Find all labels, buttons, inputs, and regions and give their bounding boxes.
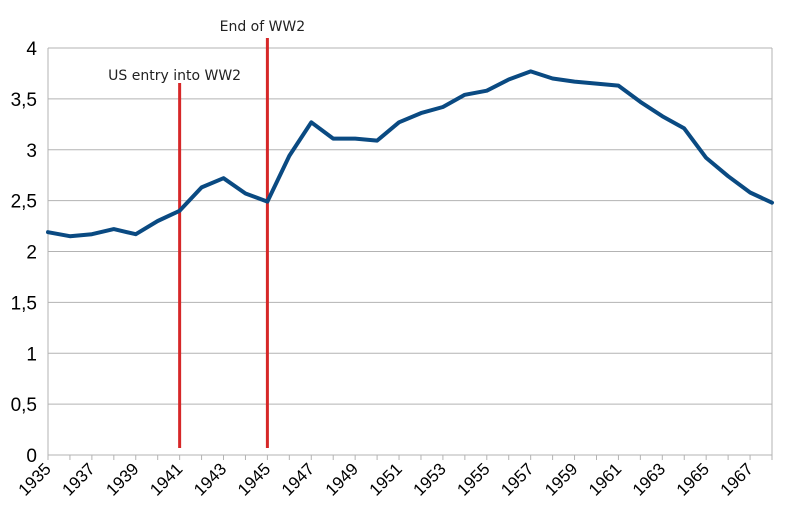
y-tick-label: 1,5 <box>11 293 37 314</box>
x-tick-label: 1965 <box>673 459 713 499</box>
data-point <box>353 137 357 141</box>
x-tick-label: 1967 <box>717 459 757 499</box>
data-point <box>529 69 533 73</box>
data-point <box>485 89 489 93</box>
data-point <box>178 209 182 213</box>
data-point <box>441 105 445 109</box>
data-point <box>507 78 511 82</box>
x-tick-label: 1953 <box>410 459 450 499</box>
x-tick-label: 1957 <box>497 459 537 499</box>
y-tick-label: 3 <box>26 141 37 162</box>
x-tick-label: 1961 <box>585 459 625 499</box>
annotation-labels: US entry into WW2 End of WW2 <box>108 19 305 84</box>
data-point <box>287 154 291 158</box>
data-point <box>222 176 226 180</box>
data-point <box>46 230 50 234</box>
data-point <box>112 227 116 231</box>
data-point <box>397 120 401 124</box>
data-point <box>594 82 598 86</box>
x-tick-label: 1955 <box>453 459 493 499</box>
data-point <box>573 80 577 84</box>
annotation-label: End of WW2 <box>220 19 306 35</box>
data-point <box>68 234 72 238</box>
annotation-lines <box>178 38 269 448</box>
data-point <box>200 185 204 189</box>
data-point <box>156 219 160 223</box>
x-tick-label: 1963 <box>629 459 669 499</box>
data-point <box>551 77 555 81</box>
axes <box>47 48 773 460</box>
data-point <box>309 120 313 124</box>
data-point <box>660 114 664 118</box>
data-point <box>726 174 730 178</box>
data-point <box>463 93 467 97</box>
annotation-label: US entry into WW2 <box>108 68 241 84</box>
data-point <box>616 84 620 88</box>
data-point <box>748 190 752 194</box>
x-tick-label: 1943 <box>190 459 230 499</box>
data-point <box>90 232 94 236</box>
y-tick-label: 2 <box>26 243 37 264</box>
x-tick-label: 1937 <box>59 459 99 499</box>
x-tick-label: 1935 <box>15 459 55 499</box>
data-point <box>265 200 269 204</box>
y-tick-label: 3,5 <box>11 90 37 111</box>
data-point <box>419 111 423 115</box>
series-line <box>46 69 774 239</box>
y-tick-label: 0,5 <box>11 395 37 416</box>
data-point <box>704 156 708 160</box>
x-tick-label: 1959 <box>541 459 581 499</box>
gridlines <box>48 47 772 405</box>
data-point <box>770 201 774 205</box>
x-tick-label: 1945 <box>234 459 274 499</box>
data-point <box>375 139 379 143</box>
data-point <box>638 100 642 104</box>
y-tick-label: 2,5 <box>11 192 37 213</box>
y-tick-label: 4 <box>26 39 37 60</box>
data-point <box>331 137 335 141</box>
data-point <box>134 232 138 236</box>
series <box>46 69 774 239</box>
y-tick-label: 0 <box>26 446 37 467</box>
x-tick-label: 1949 <box>322 459 362 499</box>
x-tick-label: 1941 <box>146 459 186 499</box>
x-tick-label: 1939 <box>102 459 142 499</box>
data-point <box>243 192 247 196</box>
x-tick-label: 1947 <box>278 459 318 499</box>
y-tick-label: 1 <box>26 344 37 365</box>
x-tick-label: 1951 <box>366 459 406 499</box>
data-point <box>682 126 686 130</box>
